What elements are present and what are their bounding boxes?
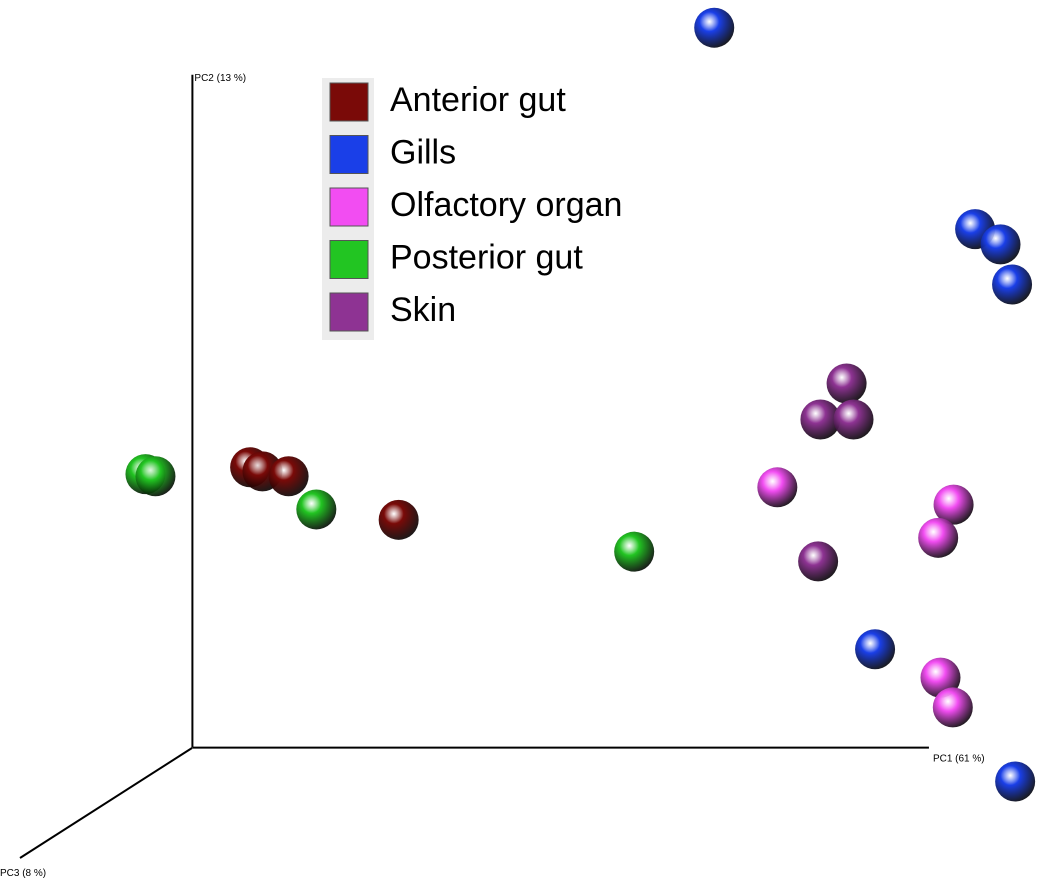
legend-label: Posterior gut [390,238,583,276]
point [995,761,1036,802]
legend-swatch [329,240,369,279]
legend-label: Anterior gut [390,81,566,119]
legend-label: Olfactory organ [390,186,622,224]
legend-swatch [329,135,369,174]
point [614,531,655,572]
point [992,264,1033,305]
point [135,456,176,497]
x-axis-label: PC1 (61 %) [933,754,985,765]
point [268,456,309,497]
point [980,224,1021,265]
point [826,363,867,404]
legend-label: Gills [390,133,456,171]
legend-label: Skin [390,291,456,329]
legend-swatch [329,82,369,122]
legend-swatch [329,292,369,332]
point [296,489,337,530]
point [933,484,974,525]
point [800,399,841,440]
legend-swatch [329,187,369,227]
point [833,399,874,440]
point [694,7,735,48]
point [855,629,896,670]
point [757,467,798,508]
z-axis-label: PC3 (8 %) [0,868,46,879]
point [918,517,959,558]
y-axis-label: PC2 (13 %) [194,73,246,84]
point [932,687,973,728]
point [378,499,419,540]
z-axis [19,747,193,859]
point [798,541,839,582]
